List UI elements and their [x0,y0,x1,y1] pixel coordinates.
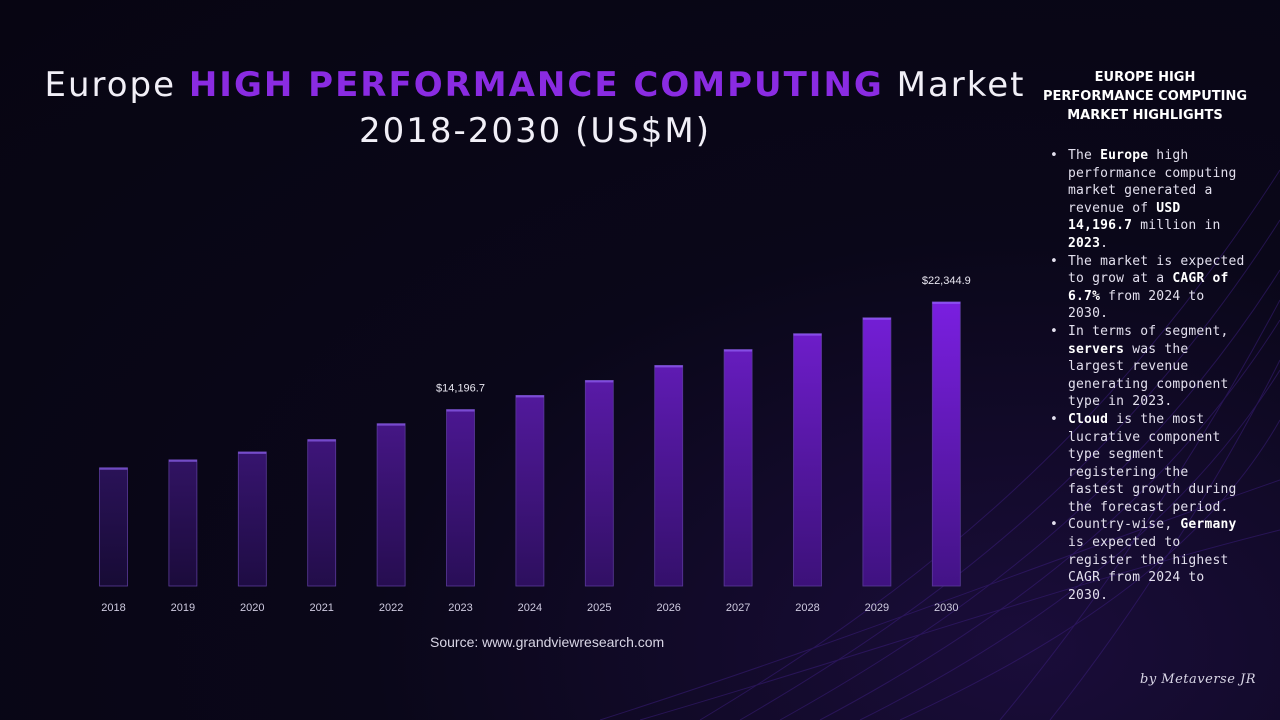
bar-top-highlight [307,439,336,442]
x-tick-label: 2026 [656,602,680,614]
bar-top-highlight [515,395,544,398]
bar-2019 [168,459,198,587]
bar-top-highlight [585,380,614,383]
bar-2029 [862,317,892,587]
x-tick-label: 2023 [448,602,472,614]
bar-2018 [99,467,128,587]
chart-title: Europe HIGH PERFORMANCE COMPUTING Market… [40,62,1030,154]
data-label: $14,196.7 [436,383,485,395]
bar-2021 [307,439,337,587]
highlight-item: Country-wise, Germany is expected to reg… [1050,516,1250,604]
highlights-panel: EUROPE HIGH PERFORMANCE COMPUTING MARKET… [1040,68,1250,604]
x-tick-label: 2022 [379,602,403,614]
x-tick-label: 2030 [934,602,958,614]
author-signature: by Metaverse JR [1140,672,1257,687]
bar-top-highlight [168,459,197,462]
source-note: Source: www.grandviewresearch.com [430,634,665,650]
bar-top-highlight [932,301,961,304]
highlight-item: The Europe high performance computing ma… [1050,147,1250,253]
highlights-title: EUROPE HIGH PERFORMANCE COMPUTING MARKET… [1042,70,1248,123]
bar-top-highlight [862,317,891,320]
title-part1: Europe [44,65,189,105]
highlight-item: The market is expected to grow at a CAGR… [1050,253,1250,323]
title-line2: 2018-2030 (US$M) [358,111,712,151]
bar-top-highlight [238,451,267,454]
highlight-item: In terms of segment, servers was the lar… [1050,323,1250,411]
bar-2025 [584,380,614,587]
x-tick-label: 2018 [101,602,125,614]
highlights-list: The Europe high performance computing ma… [1040,147,1250,604]
bar-top-highlight [724,349,753,352]
x-tick-label: 2019 [171,602,195,614]
x-tick-label: 2029 [865,602,889,614]
bar-top-highlight [99,467,128,470]
x-tick-label: 2020 [240,602,264,614]
bar-2024 [515,395,545,587]
x-tick-label: 2028 [795,602,819,614]
bar-2020 [237,451,267,587]
bar-2022 [376,423,406,587]
title-accent: HIGH PERFORMANCE COMPUTING [188,65,884,105]
bar-top-highlight [377,423,406,426]
data-label: $22,344.9 [922,275,971,287]
x-tick-label: 2021 [309,602,333,614]
x-tick-label: 2025 [587,602,611,614]
bar-2028 [793,333,822,587]
bar-chart: 2018 2019 2020 2021 2022 2023 $14,196.7 2024 202… [99,275,971,614]
bar-2026 [654,365,684,587]
bar-top-highlight [446,409,475,412]
x-tick-label: 2027 [726,602,750,614]
bar-2023 [446,409,475,587]
bar-top-highlight [793,333,822,336]
x-tick-label: 2024 [518,602,542,614]
bar-2030 [931,301,961,587]
bar-top-highlight [654,365,683,368]
highlight-item: Cloud is the most lucrative component ty… [1050,411,1250,517]
title-part2: Market [883,65,1026,105]
bar-2027 [723,349,753,587]
